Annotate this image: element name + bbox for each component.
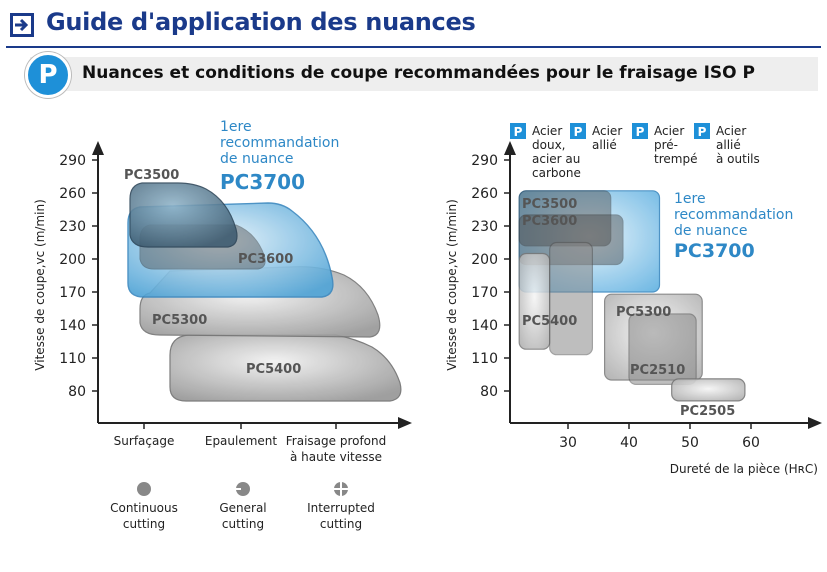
region-label-pc3500: PC3500 (124, 168, 179, 183)
y-tick-label: 290 (59, 153, 86, 169)
material-label: trempé (654, 152, 697, 166)
y-tick-label: 140 (59, 318, 86, 334)
region-label-pc3500: PC3500 (522, 197, 577, 212)
iso-p-icon-label: P (636, 125, 645, 139)
iso-p-badge: P (25, 52, 71, 98)
y-axis-label: Vitesse de coupe,vc (m/min) (33, 199, 47, 370)
recommendation-line: de nuance (220, 151, 293, 167)
region-label-pc3600: PC3600 (238, 252, 293, 267)
x-axis-label: Dureté de la pièce (HʀC) (670, 462, 818, 476)
legend-label: cutting (123, 517, 165, 531)
region-label-pc5300: PC5300 (152, 313, 207, 328)
y-tick-label: 290 (471, 153, 498, 169)
y-axis-label: Vitesse de coupe,vc (m/min) (445, 199, 459, 370)
material-label: Acier (592, 124, 622, 138)
y-tick-label: 170 (59, 285, 86, 301)
x-category-label: Surfaçage (114, 434, 175, 448)
region-label-pc5400: PC5400 (246, 362, 301, 377)
header-divider (6, 46, 821, 48)
cutting-legend: Continuous cutting General cutting Interrupt… (110, 480, 375, 531)
general-cutting-icon (234, 482, 250, 496)
y-axis-arrow (504, 141, 516, 155)
x-axis-arrow (398, 417, 412, 429)
legend-label: Continuous (110, 501, 178, 515)
region-label-pc2505: PC2505 (680, 404, 735, 419)
y-tick-label: 260 (59, 186, 86, 202)
recommendation-grade: PC3700 (220, 170, 305, 194)
y-tick-label: 140 (471, 318, 498, 334)
region-pc5400 (518, 252, 551, 350)
y-tick-label: 80 (480, 384, 498, 400)
y-tick-label: 230 (59, 219, 86, 235)
x-tick-label: 50 (681, 435, 699, 451)
legend-label: cutting (320, 517, 362, 531)
iso-p-icon (632, 123, 648, 139)
y-tick-label: 260 (471, 186, 498, 202)
region-pc3500 (129, 182, 238, 248)
region-label-pc5300b: PC5300 (616, 305, 671, 320)
region-label-pc3600: PC3600 (522, 214, 577, 229)
iso-p-icon-label: P (698, 125, 707, 139)
x-tick-label: 40 (620, 435, 638, 451)
recommendation-note: 1ere recommandation de nuance PC3700 (674, 191, 793, 262)
section-title: Nuances et conditions de coupe recommand… (82, 63, 755, 83)
recommendation-line: recommandation (674, 207, 793, 223)
application-chart: Vitesse de coupe,vc (m/min) 290 260 230 200… (33, 119, 412, 531)
material-label: Acier (654, 124, 684, 138)
region-pc2510 (628, 313, 697, 386)
material-label: acier au (532, 152, 580, 166)
y-axis-arrow (92, 141, 104, 155)
y-tick-label: 80 (68, 384, 86, 400)
page-header: Guide d'application des nuances (6, 6, 821, 48)
interrupted-cutting-icon (332, 480, 350, 498)
y-tick-label: 200 (59, 252, 86, 268)
material-label: pré- (654, 138, 678, 152)
x-category-label: Fraisage profond (286, 434, 387, 448)
region-pc5400 (169, 334, 402, 402)
material-label: à outils (716, 152, 760, 166)
y-tick-label: 110 (471, 351, 498, 367)
material-label: Acier (716, 124, 746, 138)
x-tick-label: 30 (559, 435, 577, 451)
material-label: doux, (532, 138, 565, 152)
material-label: carbone (532, 166, 581, 180)
material-label: allié (592, 138, 617, 152)
recommendation-line: 1ere (674, 191, 706, 207)
y-tick-label: 200 (471, 252, 498, 268)
y-tick-label: 110 (59, 351, 86, 367)
page-title: Guide d'application des nuances (46, 8, 476, 36)
recommendation-note: 1ere recommandation de nuance PC3700 (220, 119, 339, 194)
continuous-cutting-icon (137, 482, 151, 496)
region-label-pc2510: PC2510 (630, 363, 685, 378)
section-band: Nuances et conditions de coupe recommand… (30, 57, 818, 91)
iso-p-icon (510, 123, 526, 139)
iso-p-icon (694, 123, 710, 139)
x-axis-arrow (808, 417, 822, 429)
iso-p-icon-label: P (574, 125, 583, 139)
legend-label: cutting (222, 517, 264, 531)
y-tick-label: 170 (471, 285, 498, 301)
material-label: Acier (532, 124, 562, 138)
region-pc2505 (671, 378, 746, 402)
region-pc5300 (549, 241, 593, 356)
recommendation-line: de nuance (674, 223, 747, 239)
recommendation-line: recommandation (220, 135, 339, 151)
arrow-right-icon (10, 13, 34, 37)
iso-p-icon (570, 123, 586, 139)
recommendation-grade: PC3700 (674, 240, 755, 262)
x-category-label: Epaulement (205, 434, 278, 448)
recommendation-line: 1ere (220, 119, 252, 135)
x-category-label: à haute vitesse (290, 450, 382, 464)
material-label: allié (716, 138, 741, 152)
y-tick-label: 230 (471, 219, 498, 235)
legend-label: General (219, 501, 266, 515)
iso-p-icon-label: P (514, 125, 523, 139)
legend-label: Interrupted (307, 501, 375, 515)
region-label-pc5400: PC5400 (522, 314, 577, 329)
x-tick-label: 60 (742, 435, 760, 451)
